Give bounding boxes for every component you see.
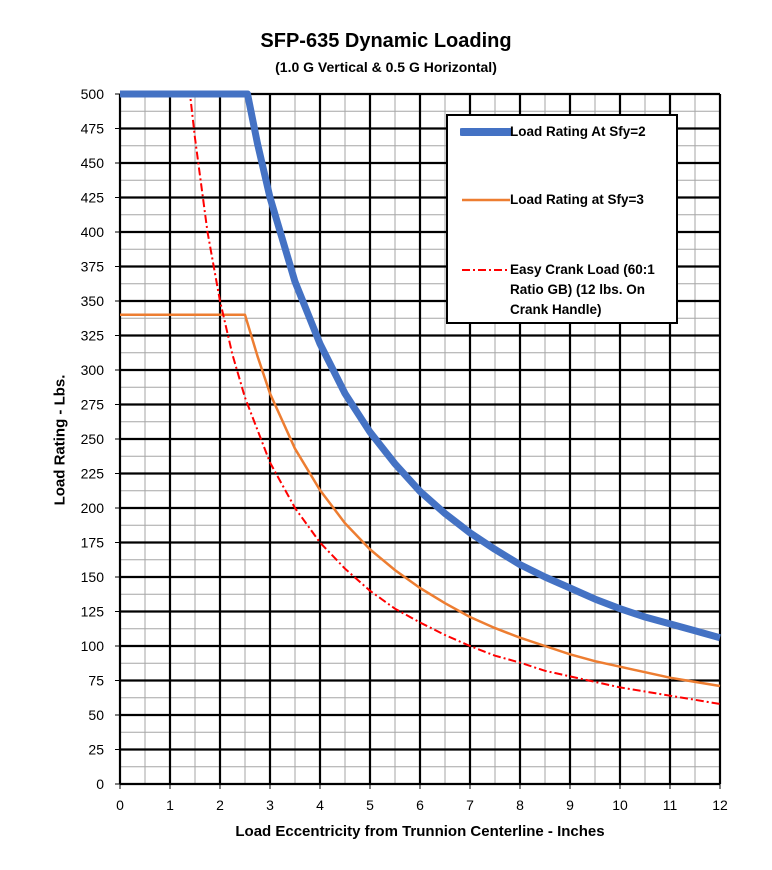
y-tick-label: 0 [96, 776, 104, 792]
y-tick-label: 450 [81, 155, 105, 171]
y-tick-label: 325 [81, 328, 105, 344]
x-tick-label: 4 [316, 797, 324, 813]
x-tick-label: 3 [266, 797, 274, 813]
y-tick-label: 150 [81, 569, 105, 585]
legend-swatch-crank [462, 269, 510, 271]
x-tick-label: 9 [566, 797, 574, 813]
series-line-sfy3 [120, 313, 721, 688]
y-tick-label: 500 [81, 86, 105, 102]
y-tick-label: 225 [81, 466, 105, 482]
y-tick-label: 400 [81, 224, 105, 240]
x-tick-label: 1 [166, 797, 174, 813]
x-axis-label: Load Eccentricity from Trunnion Centerli… [235, 823, 605, 840]
y-tick-label: 250 [81, 431, 105, 447]
legend: Load Rating At Sfy=2 Load Rating at Sfy=… [446, 114, 678, 324]
legend-swatch-sfy3 [462, 198, 510, 202]
legend-label-sfy2: Load Rating At Sfy=2 [510, 124, 646, 139]
y-tick-label: 125 [81, 604, 105, 620]
y-tick-label: 300 [81, 362, 105, 378]
series-layer [120, 90, 721, 705]
series-line-sfy2 [120, 90, 721, 642]
y-tick-label: 100 [81, 638, 105, 654]
y-tick-label: 425 [81, 190, 105, 206]
y-tick-label: 200 [81, 500, 105, 516]
y-axis-label: Load Rating - Lbs. [51, 374, 69, 506]
x-tick-label: 8 [516, 797, 524, 813]
x-tick-label: 10 [612, 797, 628, 813]
x-tick-label: 7 [466, 797, 474, 813]
legend-label-sfy3: Load Rating at Sfy=3 [510, 192, 644, 207]
y-tick-label: 375 [81, 259, 105, 275]
y-tick-label: 350 [81, 293, 105, 309]
y-tick-label: 475 [81, 121, 105, 137]
y-tick-label: 25 [88, 742, 104, 758]
x-tick-label: 6 [416, 797, 424, 813]
tick-labels: 0 1 2 3 4 5 6 7 8 9 10 11 12025507510012515017520022… [81, 86, 728, 813]
y-tick-label: 75 [88, 673, 104, 689]
x-tick-label: 12 [712, 797, 728, 813]
y-tick-label: 175 [81, 535, 105, 551]
y-tick-label: 275 [81, 397, 105, 413]
x-tick-label: 0 [116, 797, 124, 813]
y-tick-label: 50 [88, 707, 104, 723]
chart-title: SFP-635 Dynamic Loading [260, 30, 512, 52]
series-line-easy-crank [120, 93, 721, 705]
x-tick-label: 2 [216, 797, 224, 813]
x-tick-label: 11 [663, 797, 678, 813]
chart-subtitle: (1.0 G Vertical & 0.5 G Horizontal) [275, 59, 497, 75]
x-tick-label: 5 [366, 797, 374, 813]
legend-label-crank: Easy Crank Load (60:1 Ratio GB) (12 lbs.… [510, 262, 655, 317]
legend-swatch-sfy2 [460, 128, 512, 136]
